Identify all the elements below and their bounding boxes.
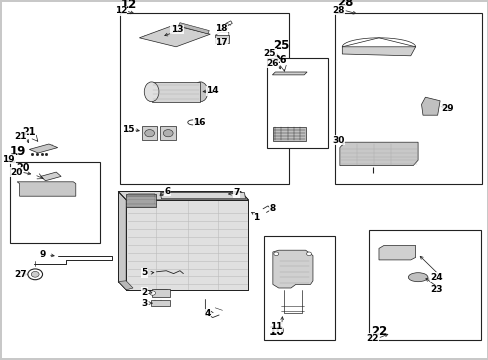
- Bar: [151, 289, 170, 297]
- Text: 26: 26: [265, 58, 278, 68]
- Text: 13: 13: [170, 25, 183, 34]
- Text: 14: 14: [206, 86, 219, 95]
- Bar: [334, 13, 481, 184]
- Circle shape: [163, 130, 173, 137]
- Text: 9: 9: [40, 251, 46, 259]
- Text: 7: 7: [233, 188, 240, 197]
- Text: 26: 26: [272, 55, 286, 65]
- Polygon shape: [421, 97, 439, 115]
- Bar: [266, 58, 327, 148]
- Text: 19: 19: [2, 154, 15, 163]
- Polygon shape: [17, 182, 76, 196]
- Bar: [368, 230, 480, 340]
- Text: 25: 25: [263, 49, 276, 58]
- Polygon shape: [41, 172, 61, 181]
- Text: 6: 6: [164, 187, 170, 196]
- Text: 21: 21: [14, 132, 27, 141]
- Text: 15: 15: [122, 125, 134, 134]
- Text: 22: 22: [370, 325, 386, 338]
- Text: 4: 4: [203, 309, 210, 318]
- Polygon shape: [272, 72, 306, 75]
- Polygon shape: [118, 281, 133, 290]
- Text: 10: 10: [268, 325, 285, 338]
- Text: 27: 27: [14, 270, 27, 279]
- Polygon shape: [378, 246, 415, 260]
- Text: 3: 3: [141, 299, 147, 307]
- Text: 17: 17: [215, 38, 227, 47]
- Text: 25: 25: [272, 39, 288, 52]
- Text: 22: 22: [366, 334, 378, 343]
- Polygon shape: [342, 47, 415, 56]
- Bar: [336, 14, 480, 183]
- Ellipse shape: [193, 82, 207, 102]
- Bar: [264, 236, 334, 340]
- Polygon shape: [339, 142, 417, 166]
- Text: 20: 20: [10, 167, 22, 176]
- Bar: [370, 231, 478, 339]
- Text: 23: 23: [429, 285, 442, 294]
- Polygon shape: [139, 25, 210, 47]
- Text: 12: 12: [114, 6, 127, 15]
- Bar: [267, 59, 325, 147]
- Text: 19: 19: [10, 145, 26, 158]
- Circle shape: [144, 130, 154, 137]
- Text: 1: 1: [253, 213, 259, 222]
- Circle shape: [31, 271, 39, 277]
- Polygon shape: [178, 23, 209, 34]
- Polygon shape: [272, 250, 312, 288]
- Text: 5: 5: [142, 269, 147, 277]
- Bar: [215, 35, 228, 43]
- Circle shape: [28, 269, 42, 280]
- Ellipse shape: [407, 273, 427, 282]
- Circle shape: [273, 252, 278, 256]
- Polygon shape: [151, 82, 200, 102]
- Bar: [121, 14, 286, 183]
- Circle shape: [149, 291, 155, 295]
- Text: 28: 28: [337, 0, 353, 9]
- Bar: [265, 237, 333, 339]
- Text: 24: 24: [429, 273, 442, 282]
- Ellipse shape: [187, 120, 198, 125]
- Polygon shape: [126, 200, 248, 290]
- Circle shape: [306, 252, 311, 256]
- Bar: [160, 126, 176, 140]
- Text: 28: 28: [331, 5, 344, 14]
- Text: 30: 30: [331, 136, 344, 145]
- Text: 11: 11: [270, 323, 283, 331]
- Bar: [272, 127, 305, 141]
- Text: 8: 8: [269, 204, 275, 212]
- Bar: [142, 126, 157, 140]
- Polygon shape: [160, 193, 245, 199]
- Ellipse shape: [144, 82, 159, 102]
- Bar: [11, 163, 99, 242]
- Polygon shape: [118, 192, 248, 200]
- Text: 2: 2: [141, 288, 147, 297]
- Polygon shape: [29, 144, 58, 153]
- Text: 12: 12: [121, 0, 137, 11]
- Text: 16: 16: [193, 118, 205, 127]
- Bar: [10, 162, 100, 243]
- Bar: [120, 13, 288, 184]
- Polygon shape: [118, 192, 126, 290]
- Bar: [150, 300, 170, 306]
- Text: 20: 20: [16, 163, 30, 173]
- Text: 21: 21: [22, 127, 36, 137]
- Text: 18: 18: [215, 24, 227, 33]
- Text: 29: 29: [440, 104, 453, 112]
- Polygon shape: [126, 194, 156, 207]
